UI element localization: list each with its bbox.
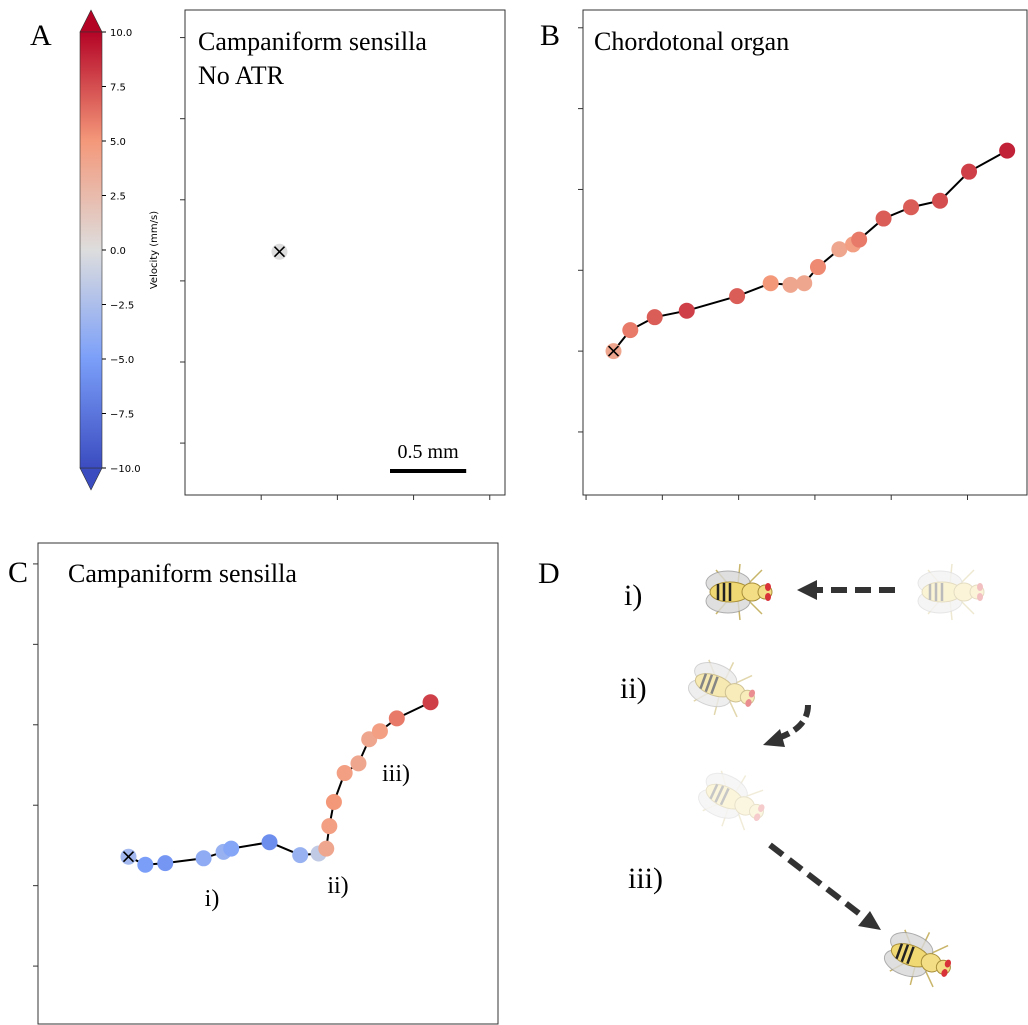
trajectory-point <box>678 302 695 319</box>
trajectory-point <box>961 163 978 180</box>
fly-faded <box>916 562 986 622</box>
arrow <box>768 842 867 921</box>
panel-label: C <box>8 556 28 589</box>
trajectory-point <box>999 142 1016 159</box>
trajectory-point <box>809 259 826 276</box>
annotation: ii) <box>327 873 348 899</box>
trajectory-point <box>932 192 949 209</box>
trajectory-point <box>782 276 799 293</box>
plot-title: Chordotonal organ <box>594 27 789 56</box>
trajectory-point <box>223 840 240 857</box>
step-label: ii) <box>620 672 647 705</box>
trajectory-point <box>157 855 174 872</box>
fly <box>877 919 961 998</box>
colorbar-tick-label: −7.5 <box>110 410 134 421</box>
plot-title: No ATR <box>198 61 285 90</box>
step-label: iii) <box>628 862 663 895</box>
plot-title: Campaniform sensilla <box>198 27 427 56</box>
colorbar-tick-label: 10.0 <box>110 28 132 39</box>
trajectory-point <box>350 755 367 772</box>
step-label: i) <box>624 579 642 612</box>
trajectory-point <box>336 765 353 782</box>
colorbar-tick-label: −2.5 <box>110 301 134 312</box>
colorbar-extend-bottom <box>79 467 103 491</box>
panel-label: D <box>538 557 560 590</box>
colorbar-tick-label: 2.5 <box>110 192 126 203</box>
start-marker <box>122 851 135 863</box>
trajectory-point <box>292 847 309 864</box>
scale-bar-label: 0.5 mm <box>398 441 460 463</box>
colorbar-extend-top <box>79 9 103 33</box>
trajectory-point <box>762 275 779 292</box>
colorbar-tick-label: 5.0 <box>110 137 126 148</box>
trajectory-point <box>321 818 338 835</box>
trajectory-point <box>325 794 342 810</box>
annotation: iii) <box>382 761 410 787</box>
trajectory-point <box>646 309 663 326</box>
trajectory-point <box>903 199 920 216</box>
trajectory-line <box>612 149 1008 352</box>
trajectory-point <box>371 723 388 740</box>
plot-frame <box>582 9 1028 496</box>
plot-frame <box>37 542 499 1025</box>
colorbar-tick-label: 7.5 <box>110 83 126 94</box>
trajectory-point <box>318 840 335 857</box>
start-marker <box>607 345 620 357</box>
colorbar-tick-label: −5.0 <box>110 355 134 366</box>
colorbar-tick-label: −10.0 <box>110 464 141 475</box>
trajectory-point <box>851 231 868 248</box>
trajectory-point <box>195 850 212 867</box>
trajectory-point <box>729 288 746 305</box>
trajectory-point <box>875 210 892 227</box>
trajectory-point <box>796 275 813 292</box>
fly-faded <box>681 649 765 728</box>
plot-frame <box>184 9 506 496</box>
start-marker <box>273 246 286 258</box>
arrow-head <box>797 580 817 600</box>
annotation: i) <box>205 886 220 912</box>
colorbar <box>79 31 103 469</box>
colorbar-label: Velocity (mm/s) <box>149 211 160 289</box>
panel-label: A <box>30 19 52 52</box>
panel-label: B <box>540 19 560 52</box>
panel-d: D i) ii) iii) <box>538 557 986 998</box>
trajectory-point <box>261 834 278 851</box>
fly <box>704 562 774 622</box>
trajectory-point <box>137 856 154 873</box>
arrow-head <box>858 911 881 930</box>
trajectory-point <box>622 322 639 339</box>
trajectory-point <box>422 694 439 711</box>
colorbar-tick-label: 0.0 <box>110 246 126 257</box>
arrow <box>776 704 811 741</box>
arrow-head <box>763 729 785 747</box>
trajectory-point <box>831 241 848 258</box>
fly-faded <box>689 759 776 841</box>
trajectory-point <box>388 710 405 727</box>
plot-title: Campaniform sensilla <box>68 559 297 588</box>
